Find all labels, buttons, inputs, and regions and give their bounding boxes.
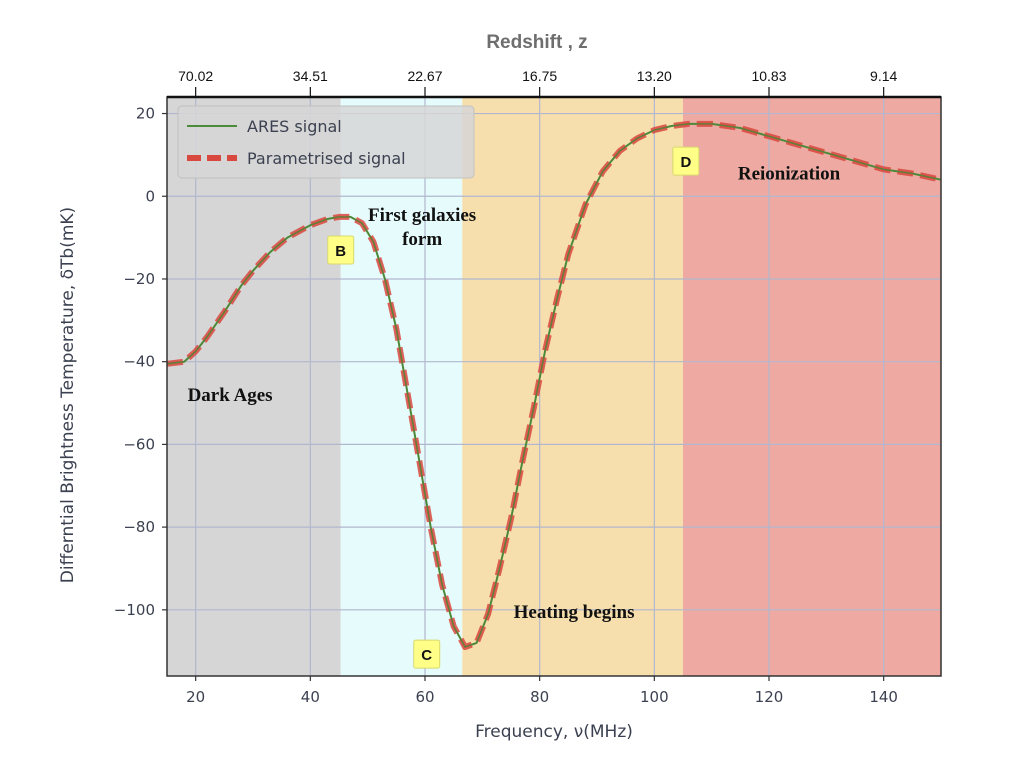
y-tick-label: −100	[114, 601, 155, 619]
legend-label-0: ARES signal	[247, 117, 342, 136]
legend-box	[177, 105, 475, 179]
top-tick-label: 10.83	[751, 68, 786, 84]
top-tick-label: 13.20	[637, 68, 672, 84]
region-heating-begins	[462, 97, 683, 676]
x-tick-label: 80	[530, 688, 549, 706]
point-label-box-d	[672, 146, 700, 176]
x-tick-label: 20	[186, 688, 205, 706]
x-tick-label: 100	[640, 688, 669, 706]
y-axis-title: Differntial Brightness Temperature, δTb(…	[58, 207, 78, 583]
series-layer	[166, 120, 942, 650]
point-label-box-b	[327, 235, 355, 265]
x-tick-label: 60	[415, 688, 434, 706]
region-label: First galaxies form	[368, 205, 476, 250]
legend: ARES signal Parametrised signal	[177, 105, 475, 179]
region-label-line: Heating begins	[514, 602, 635, 623]
y-tick-label: −80	[123, 518, 155, 536]
region-label: Dark Ages	[188, 385, 273, 406]
annotations: Dark Ages First galaxies form Heating begin…	[188, 146, 841, 669]
legend-label-1: Parametrised signal	[247, 149, 406, 168]
y-tick-label: −60	[123, 435, 155, 453]
x-axis-title: Frequency, ν(MHz)	[475, 722, 633, 742]
point-label-b: B	[335, 243, 346, 260]
grid-lines	[167, 97, 941, 676]
axes: 20 40 60 80 100 120 140 20 0 −20 −40 −60 −80 −100 70.0…	[114, 68, 942, 706]
top-tick-label: 9.14	[870, 68, 897, 84]
background-regions	[167, 97, 941, 676]
top-tick-label: 22.67	[407, 68, 442, 84]
top-tick-label: 34.51	[293, 68, 328, 84]
region-label-line: First galaxies	[368, 205, 476, 226]
region-reionization	[683, 97, 941, 676]
y-tick-label: 0	[145, 187, 155, 205]
region-label: Heating begins	[514, 602, 635, 623]
top-tick-label: 16.75	[522, 68, 557, 84]
top-axis-title: Redshift , z	[486, 32, 587, 53]
region-label-line: Dark Ages	[188, 385, 273, 406]
point-label-c: C	[421, 647, 432, 664]
region-label: Reionization	[738, 164, 841, 185]
x-tick-label: 120	[755, 688, 784, 706]
y-tick-label: 20	[136, 105, 155, 123]
series-line-ares-signal-overlay	[166, 123, 942, 648]
y-tick-label: −40	[123, 353, 155, 371]
y-tick-label: −20	[123, 270, 155, 288]
region-label-line: Reionization	[738, 164, 841, 185]
point-label-box-c	[413, 639, 441, 669]
region-label-line: form	[402, 229, 442, 250]
top-tick-label: 70.02	[178, 68, 213, 84]
point-label-d: D	[680, 154, 691, 171]
x-tick-label: 140	[869, 688, 898, 706]
x-tick-label: 40	[301, 688, 320, 706]
